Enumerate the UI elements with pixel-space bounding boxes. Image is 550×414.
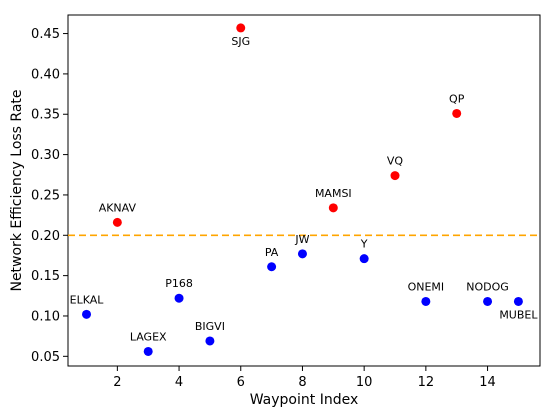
data-point	[483, 296, 493, 306]
data-point	[267, 262, 277, 272]
point-label: Y	[360, 238, 368, 251]
point-label: MUBEL	[499, 308, 538, 321]
point-label: SJG	[231, 35, 250, 48]
x-axis-label: Waypoint Index	[250, 392, 359, 408]
point-label: ONEMI	[408, 280, 445, 293]
data-point	[359, 254, 369, 264]
data-point	[205, 336, 215, 346]
y-tick-label: 0.45	[31, 27, 60, 42]
point-label: PA	[265, 246, 279, 259]
point-label: JW	[294, 233, 309, 246]
point-label: QP	[449, 92, 465, 105]
data-point	[328, 203, 338, 213]
point-label: VQ	[387, 155, 404, 168]
point-label: LAGEX	[130, 330, 167, 343]
data-point	[112, 217, 122, 227]
x-tick-label: 14	[479, 375, 496, 390]
x-tick-label: 10	[356, 375, 373, 390]
y-tick-label: 0.25	[31, 188, 60, 203]
y-axis-label: Network Efficiency Loss Rate	[9, 89, 25, 291]
x-tick-label: 2	[113, 375, 121, 390]
y-tick-label: 0.35	[31, 108, 60, 123]
point-label: ELKAL	[70, 293, 105, 306]
data-point	[390, 171, 400, 181]
y-axis-ticks: 0.05 0.10 0.15 0.20 0.25 0.30 0.35 0.40 0.45	[31, 27, 68, 365]
x-tick-label: 8	[298, 375, 306, 390]
y-tick-label: 0.20	[31, 229, 60, 244]
data-point	[452, 108, 462, 118]
data-point	[174, 293, 184, 303]
y-tick-label: 0.10	[31, 309, 60, 324]
x-tick-label: 4	[175, 375, 183, 390]
plot-frame	[67, 14, 541, 367]
x-tick-label: 6	[237, 375, 245, 390]
data-point	[236, 23, 246, 33]
data-point	[143, 346, 153, 356]
point-label: NODOG	[466, 280, 509, 293]
y-tick-label: 0.40	[31, 67, 60, 82]
y-tick-label: 0.30	[31, 148, 60, 163]
y-tick-label: 0.15	[31, 269, 60, 284]
x-axis-ticks: 2 4 6 8 10 12 14	[113, 366, 496, 390]
data-point	[82, 309, 92, 319]
point-label: AKNAV	[99, 201, 137, 214]
data-point	[421, 296, 431, 306]
data-points: ELKAL AKNAV LAGEX P168 BIGVI SJG PA JW MAMSI Y VQ O…	[70, 23, 538, 356]
y-tick-label: 0.05	[31, 350, 60, 365]
point-label: MAMSI	[315, 187, 352, 200]
data-point	[297, 249, 307, 259]
point-label: BIGVI	[195, 320, 225, 333]
x-tick-label: 12	[418, 375, 435, 390]
point-label: P168	[165, 277, 193, 290]
data-point	[513, 296, 523, 306]
